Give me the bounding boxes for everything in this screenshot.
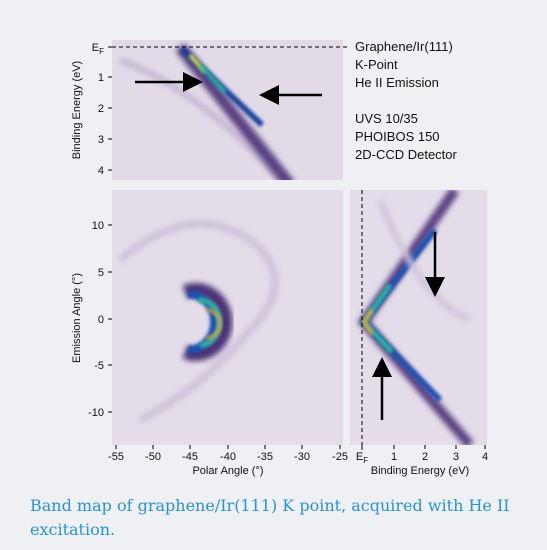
- y-axis-label: Emission Angle (°): [71, 273, 83, 363]
- label-text: E: [92, 42, 99, 54]
- y-tick-label: 10: [92, 220, 104, 232]
- intensity-map: [118, 43, 294, 180]
- x-axis-label: Binding Energy (eV): [371, 465, 469, 477]
- x-tick-label: -30: [294, 451, 310, 463]
- y-tick-label: -5: [94, 360, 104, 372]
- x-axis-label: Polar Angle (°): [192, 465, 263, 477]
- x-tick-label: -40: [220, 451, 236, 463]
- y-tick-label: 4: [98, 165, 104, 177]
- info-text: Graphene/Ir(111): [355, 39, 453, 54]
- y-tick-label: EF: [92, 42, 104, 56]
- info-text: UVS 10/35: [355, 111, 418, 126]
- x-tick-label: -55: [108, 451, 124, 463]
- x-tick-label: -50: [145, 451, 161, 463]
- x-tick-label: -45: [182, 451, 198, 463]
- info-text: PHOIBOS 150: [355, 129, 440, 144]
- x-tick-label: 4: [482, 451, 488, 463]
- label-subscript: F: [99, 47, 104, 56]
- x-tick-label: EF: [356, 451, 368, 465]
- info-text: K-Point: [355, 57, 398, 72]
- intensity-map: [117, 220, 279, 424]
- info-text: 2D-CCD Detector: [355, 147, 458, 162]
- x-tick-label: 3: [453, 451, 459, 463]
- caption: Band map of graphene/Ir(111) K point, ac…: [30, 496, 510, 539]
- label-subscript: F: [363, 456, 368, 465]
- y-tick-label: 0: [98, 314, 104, 326]
- intensity-map: [357, 190, 474, 445]
- y-tick-label: 3: [98, 134, 104, 146]
- figure: Graphene/Ir(111) K-Point He II Emission UVS…: [71, 39, 488, 477]
- x-tick-label: -35: [257, 451, 273, 463]
- x-tick-label: 1: [391, 451, 397, 463]
- x-tick-label: -25: [332, 451, 348, 463]
- label-text: E: [356, 451, 363, 463]
- y-tick-label: 1: [98, 72, 104, 84]
- y-axis-label: Binding Energy (eV): [71, 61, 83, 159]
- y-tick-label: 2: [98, 103, 104, 115]
- y-tick-label: 5: [98, 267, 104, 279]
- x-tick-label: 2: [422, 451, 428, 463]
- y-tick-label: -10: [88, 407, 104, 419]
- info-text: He II Emission: [355, 75, 439, 90]
